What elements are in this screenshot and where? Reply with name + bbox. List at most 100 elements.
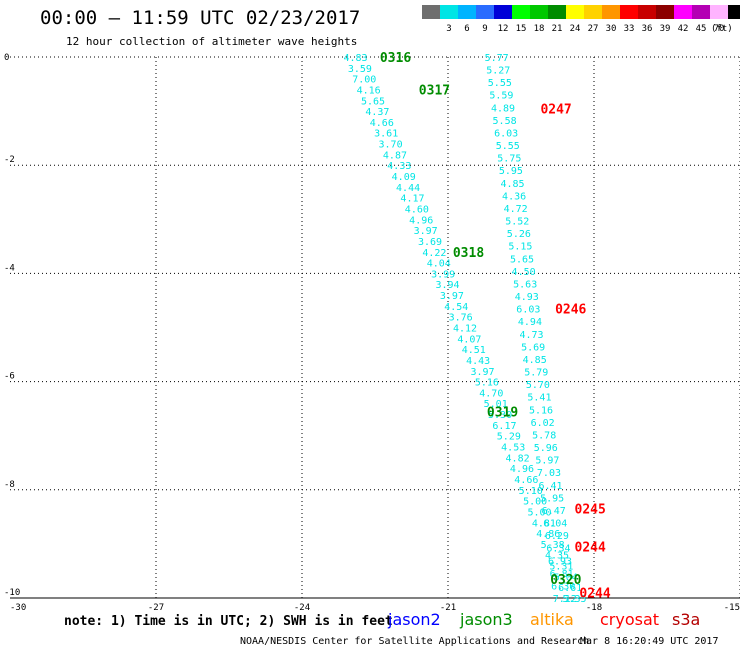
swh-value: 5.00 (527, 507, 551, 518)
swh-value: 5.35 (562, 594, 586, 605)
swh-value: 5.79 (524, 368, 548, 379)
legend-swatch-label: 39 (660, 24, 671, 34)
swh-value: 4.36 (502, 191, 526, 202)
legend-swatch (620, 5, 638, 19)
x-tick-label: -30 (10, 603, 26, 613)
swh-value: 5.31 (549, 562, 573, 573)
swh-value: 5.27 (486, 66, 510, 77)
pass-label: 0318 (453, 246, 484, 261)
x-tick-label: -18 (586, 603, 602, 613)
swh-value: 4.96 (409, 215, 433, 226)
legend-swatch (476, 5, 494, 19)
legend-swatch (656, 5, 674, 19)
swh-value: 4.82 (506, 453, 530, 464)
swh-value: 4.50 (512, 267, 536, 278)
swh-value: 4.17 (400, 194, 424, 205)
swh-value: 3.76 (449, 313, 473, 324)
legend-swatch-label: 42 (678, 24, 689, 34)
mission-s3a: s3a (672, 610, 700, 629)
swh-value: 3.61 (374, 129, 398, 140)
legend-swatch (566, 5, 584, 19)
swh-value: 4.66 (514, 475, 538, 486)
chart-title: 00:00 – 11:59 UTC 02/23/2017 (40, 7, 360, 29)
swh-value: 6.04 (543, 519, 567, 530)
x-tick-label: -27 (148, 603, 164, 613)
swh-value: 3.99 (431, 269, 455, 280)
swh-value: 5.69 (521, 342, 545, 353)
legend-swatch (674, 5, 692, 19)
pass-label: 0317 (419, 83, 450, 98)
track-cryosat: 5.775.275.555.594.895.586.035.555.755.95… (485, 53, 577, 605)
legend-swatch-label: 36 (642, 24, 653, 34)
y-tick-label: 0 (4, 53, 9, 63)
swh-value: 5.96 (534, 443, 558, 454)
x-tick-label: -15 (724, 603, 740, 613)
legend-swatch (512, 5, 530, 19)
y-tick-label: -4 (4, 263, 15, 273)
legend-swatch (584, 5, 602, 19)
swh-value: 4.87 (383, 150, 407, 161)
swh-value: 5.10 (519, 486, 543, 497)
pass-label: 0246 (555, 303, 586, 318)
swh-value: 5.30 (488, 410, 512, 421)
swh-value: 4.37 (365, 107, 389, 118)
legend-swatch (728, 5, 740, 19)
swh-value: 6.41 (538, 481, 562, 492)
swh-value: 4.85 (500, 179, 524, 190)
legend-swatch-label: 27 (588, 24, 599, 34)
x-tick-label: -24 (294, 603, 310, 613)
swh-value: 6.47 (542, 506, 566, 517)
credit-text: NOAA/NESDIS Center for Satellite Applica… (240, 636, 589, 647)
swh-value: 4.96 (510, 464, 534, 475)
swh-value: 5.65 (510, 254, 534, 265)
swh-value: 3.94 (435, 280, 459, 291)
legend-swatch (710, 5, 728, 19)
pass-label: 0245 (575, 503, 606, 518)
swh-value: 3.70 (379, 140, 403, 151)
mission-jason3: jason3 (459, 610, 513, 629)
swh-value: 3.59 (348, 64, 372, 75)
swh-value: 6.17 (492, 421, 516, 432)
swh-value: 7.00 (352, 75, 376, 86)
swh-value: 5.75 (497, 154, 521, 165)
legend-swatch (422, 5, 440, 19)
swh-value: 4.35 (545, 551, 569, 562)
swh-value: 4.60 (405, 204, 429, 215)
swh-value: 6.81 (550, 569, 574, 580)
legend-swatch-label: 18 (534, 24, 545, 34)
swh-value: 5.65 (361, 96, 385, 107)
legend-swatch-label: 70 (714, 24, 725, 34)
swh-value: 6.29 (545, 531, 569, 542)
legend-swatch (692, 5, 710, 19)
legend-swatch-label: 15 (516, 24, 527, 34)
swh-value: 4.86 (536, 529, 560, 540)
swh-value: 3.69 (418, 237, 442, 248)
mission-cryosat: cryosat (600, 610, 659, 629)
y-axis-ticks: 0 -2 -4 -6 -8 -10 (4, 53, 20, 598)
swh-value: 5.78 (532, 430, 556, 441)
swh-value: 5.77 (485, 53, 509, 64)
swh-value: 5.00 (523, 497, 547, 508)
legend-swatch (530, 5, 548, 19)
swh-value: 4.07 (457, 334, 481, 345)
swh-value: 4.22 (422, 248, 446, 259)
x-tick-label: -21 (440, 603, 456, 613)
swh-value: 5.15 (508, 242, 532, 253)
legend-swatch (494, 5, 512, 19)
legend-swatch (440, 5, 458, 19)
pass-label: 0320 (550, 573, 581, 588)
swh-value: 6.30 (551, 581, 575, 592)
swh-value: 4.83 (343, 53, 367, 64)
x-axis-ticks: -30 -27 -24 -21 -18 -15 (10, 603, 740, 613)
swh-value: 4.12 (453, 324, 477, 335)
swh-value: 4.89 (491, 103, 515, 114)
chart-subtitle: 12 hour collection of altimeter wave hei… (66, 35, 357, 48)
track-jason3: 4.833.597.004.165.654.374.663.613.704.87… (343, 53, 586, 605)
swh-tracks: 4.833.597.004.165.654.374.663.613.704.87… (343, 53, 586, 605)
swh-value: 6.03 (516, 305, 540, 316)
legend-swatch-label: 30 (606, 24, 617, 34)
swh-value: 4.72 (504, 204, 528, 215)
swh-value: 6.03 (494, 128, 518, 139)
swh-value: 5.55 (488, 78, 512, 89)
